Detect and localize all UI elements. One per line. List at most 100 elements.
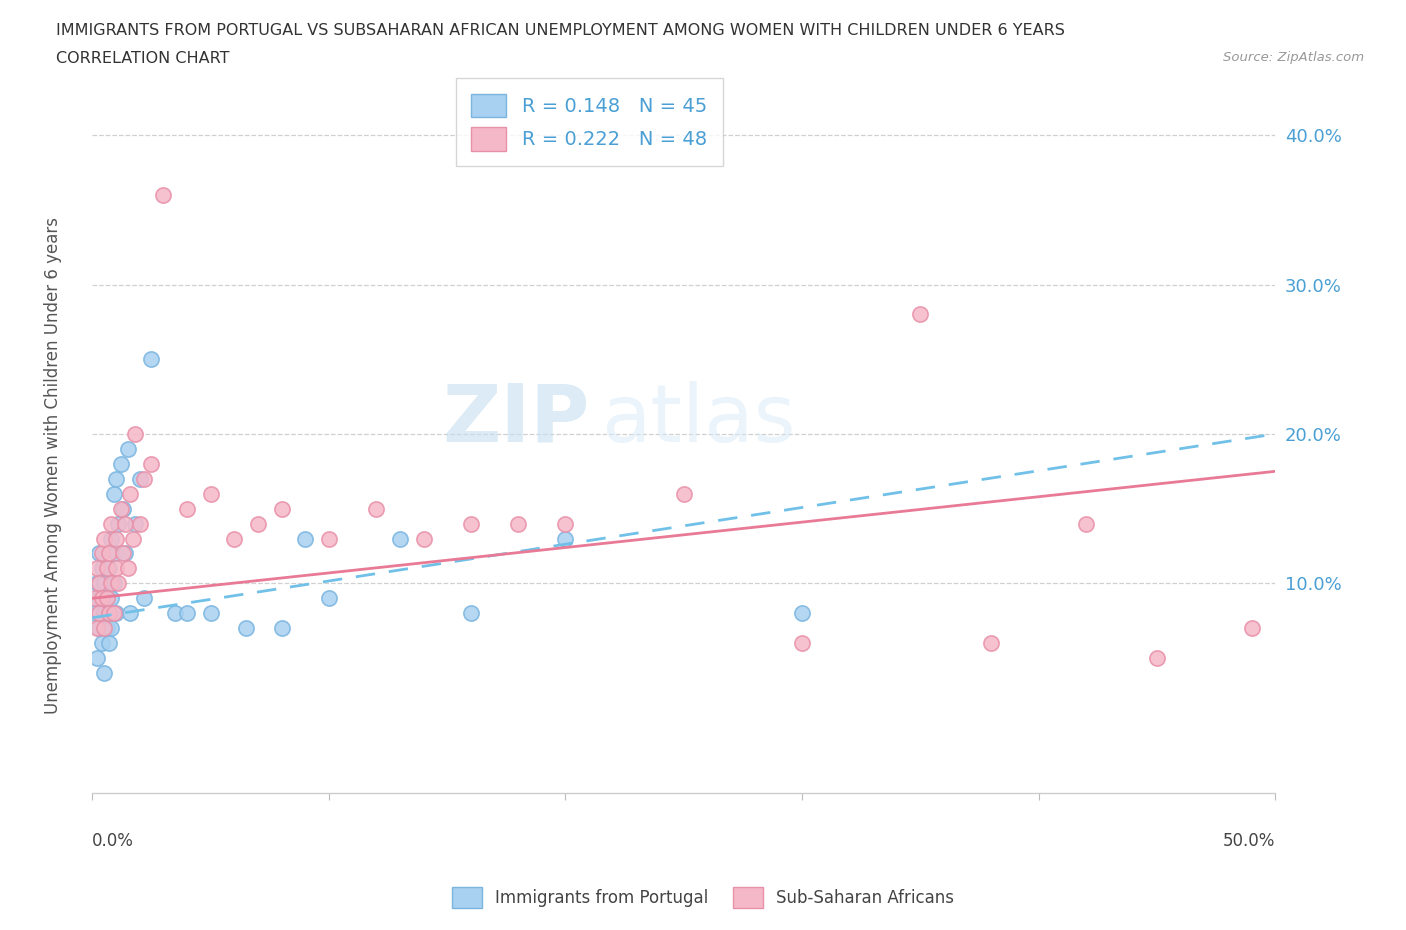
Legend: Immigrants from Portugal, Sub-Saharan Africans: Immigrants from Portugal, Sub-Saharan Af… (444, 881, 962, 914)
Point (97, 546, 120, 561)
Point (100, 620, 122, 635)
Point (235, 620, 257, 635)
Point (128, 516, 150, 531)
Point (117, 561, 139, 576)
Point (318, 591, 340, 605)
Point (117, 442, 139, 457)
Point (460, 516, 482, 531)
Point (176, 605, 198, 620)
Point (114, 546, 136, 561)
Point (86, 620, 108, 635)
Point (89, 576, 111, 591)
Point (110, 457, 132, 472)
Point (93, 531, 115, 546)
Point (103, 486, 125, 501)
Point (90, 636, 112, 651)
Text: Source: ZipAtlas.com: Source: ZipAtlas.com (1223, 51, 1364, 64)
Point (124, 516, 146, 531)
Point (100, 576, 122, 591)
Point (96, 620, 118, 635)
Text: Unemployment Among Women with Children Under 6 years: Unemployment Among Women with Children U… (45, 217, 62, 713)
Point (790, 636, 813, 651)
Text: 50.0%: 50.0% (1223, 832, 1275, 850)
Point (980, 636, 1002, 651)
Point (270, 620, 292, 635)
Point (83, 605, 105, 620)
Point (96, 591, 118, 605)
Point (1146, 651, 1168, 666)
Point (90, 546, 112, 561)
Point (104, 472, 127, 486)
Text: ZIP: ZIP (441, 380, 589, 458)
Point (318, 531, 340, 546)
Point (224, 531, 246, 546)
Point (90, 591, 112, 605)
Point (152, 188, 174, 203)
Point (89, 620, 111, 635)
Text: 0.0%: 0.0% (93, 832, 134, 850)
Point (294, 531, 316, 546)
Point (86, 576, 108, 591)
Point (107, 516, 129, 531)
Text: atlas: atlas (600, 380, 796, 458)
Point (112, 546, 135, 561)
Point (200, 486, 222, 501)
Point (110, 501, 132, 516)
Point (134, 591, 156, 605)
Legend: R = 0.148   N = 45, R = 0.222   N = 48: R = 0.148 N = 45, R = 0.222 N = 48 (456, 78, 723, 166)
Point (93, 666, 115, 681)
Point (141, 352, 163, 366)
Point (86, 651, 108, 666)
Point (508, 516, 530, 531)
Point (114, 516, 136, 531)
Point (270, 501, 292, 516)
Point (97, 636, 120, 651)
Point (107, 576, 129, 591)
Point (97, 561, 120, 576)
Point (104, 531, 127, 546)
Point (89, 591, 111, 605)
Point (104, 605, 127, 620)
Point (165, 605, 187, 620)
Point (83, 591, 105, 605)
Point (121, 531, 143, 546)
Point (103, 605, 125, 620)
Point (176, 501, 198, 516)
Point (388, 531, 411, 546)
Point (89, 546, 111, 561)
Point (104, 546, 127, 561)
Point (554, 516, 576, 531)
Point (112, 501, 135, 516)
Point (554, 531, 576, 546)
Point (1240, 620, 1263, 635)
Point (96, 591, 118, 605)
Point (104, 561, 127, 576)
Point (120, 486, 142, 501)
Point (86, 561, 108, 576)
Text: CORRELATION CHART: CORRELATION CHART (56, 51, 229, 66)
Point (100, 591, 122, 605)
Point (910, 307, 932, 322)
Point (103, 576, 125, 591)
Point (124, 427, 146, 442)
Point (790, 605, 813, 620)
Point (97, 605, 120, 620)
Point (366, 501, 388, 516)
Point (93, 576, 115, 591)
Point (672, 486, 695, 501)
Point (128, 472, 150, 486)
Point (93, 605, 115, 620)
Point (96, 561, 118, 576)
Point (89, 605, 111, 620)
Point (93, 620, 115, 635)
Point (97, 605, 120, 620)
Point (412, 531, 434, 546)
Point (246, 516, 269, 531)
Point (1074, 516, 1097, 531)
Point (134, 472, 156, 486)
Point (100, 531, 122, 546)
Point (120, 605, 142, 620)
Point (460, 605, 482, 620)
Point (100, 516, 122, 531)
Point (90, 561, 112, 576)
